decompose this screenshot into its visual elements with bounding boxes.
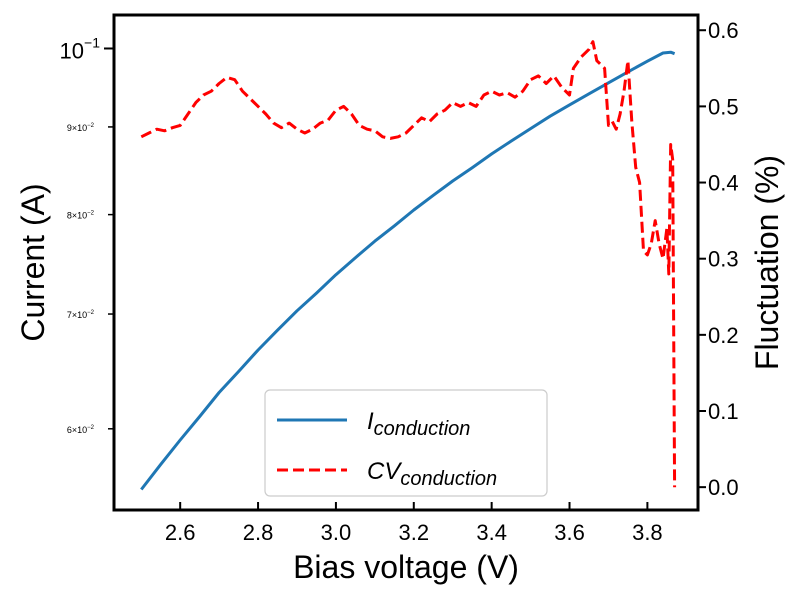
y-right-tick-label: 0.1 (708, 399, 739, 424)
series-line-fluctuation (140, 40, 677, 488)
legend-label: CVconduction (367, 458, 497, 490)
x-tick-label: 3.8 (632, 520, 663, 545)
y-right-tick-label: 0.2 (708, 323, 739, 348)
series-layer (140, 40, 677, 491)
legend-label: Iconduction (367, 408, 470, 440)
tick-mantissa: 9×10 (67, 123, 87, 133)
y-left-minor-tick-label: 7×10−2 (67, 310, 95, 320)
tick-exponent: −2 (87, 211, 95, 217)
tick-exponent: −2 (87, 425, 95, 431)
ticks-layer: 2.6 2.8 3.0 3.2 3.4 3.6 3.8 0.0 0.1 0.2 0.3 0.4 0.5 0… (60, 18, 739, 545)
x-tick-label: 2.8 (243, 520, 274, 545)
legend-label-subscript: conduction (374, 418, 471, 440)
y-right-tick-label: 0.6 (708, 18, 739, 43)
y-right-tick-label: 0.5 (708, 94, 739, 119)
y-right-tick-label: 0.4 (708, 171, 739, 196)
y-left-minor-tick-label: 8×10−2 (67, 211, 95, 221)
tick-mantissa: 6×10 (67, 425, 87, 435)
x-tick-label: 2.6 (165, 520, 196, 545)
x-axis-label: Bias voltage (V) (293, 549, 519, 585)
tick-exponent: −2 (87, 123, 95, 129)
x-tick-label: 3.2 (398, 520, 429, 545)
legend-label-name: CV (367, 458, 402, 485)
legend-label-subscript: conduction (400, 468, 497, 490)
y-right-axis-label: Fluctuation (%) (749, 155, 785, 370)
y-left-major-tick-label: 10−1 (60, 34, 101, 63)
y-left-axis-label: Current (A) (15, 183, 51, 341)
y-right-tick-label: 0.0 (708, 475, 739, 500)
tick-mantissa: 7×10 (67, 310, 87, 320)
tick-mantissa: 8×10 (67, 211, 87, 221)
tick-exponent: −1 (84, 34, 100, 50)
legend-label-name: I (367, 408, 374, 435)
x-tick-label: 3.6 (554, 520, 585, 545)
x-tick-label: 3.0 (321, 520, 352, 545)
y-left-minor-tick-label: 9×10−2 (67, 123, 95, 133)
plot-frame (112, 13, 700, 512)
series-line-current (140, 50, 676, 491)
tick-exponent: −2 (87, 310, 95, 316)
y-right-tick-label: 0.3 (708, 247, 739, 272)
x-tick-label: 3.4 (476, 520, 507, 545)
y-left-minor-tick-label: 6×10−2 (67, 425, 95, 435)
tick-base: 10 (60, 38, 84, 63)
